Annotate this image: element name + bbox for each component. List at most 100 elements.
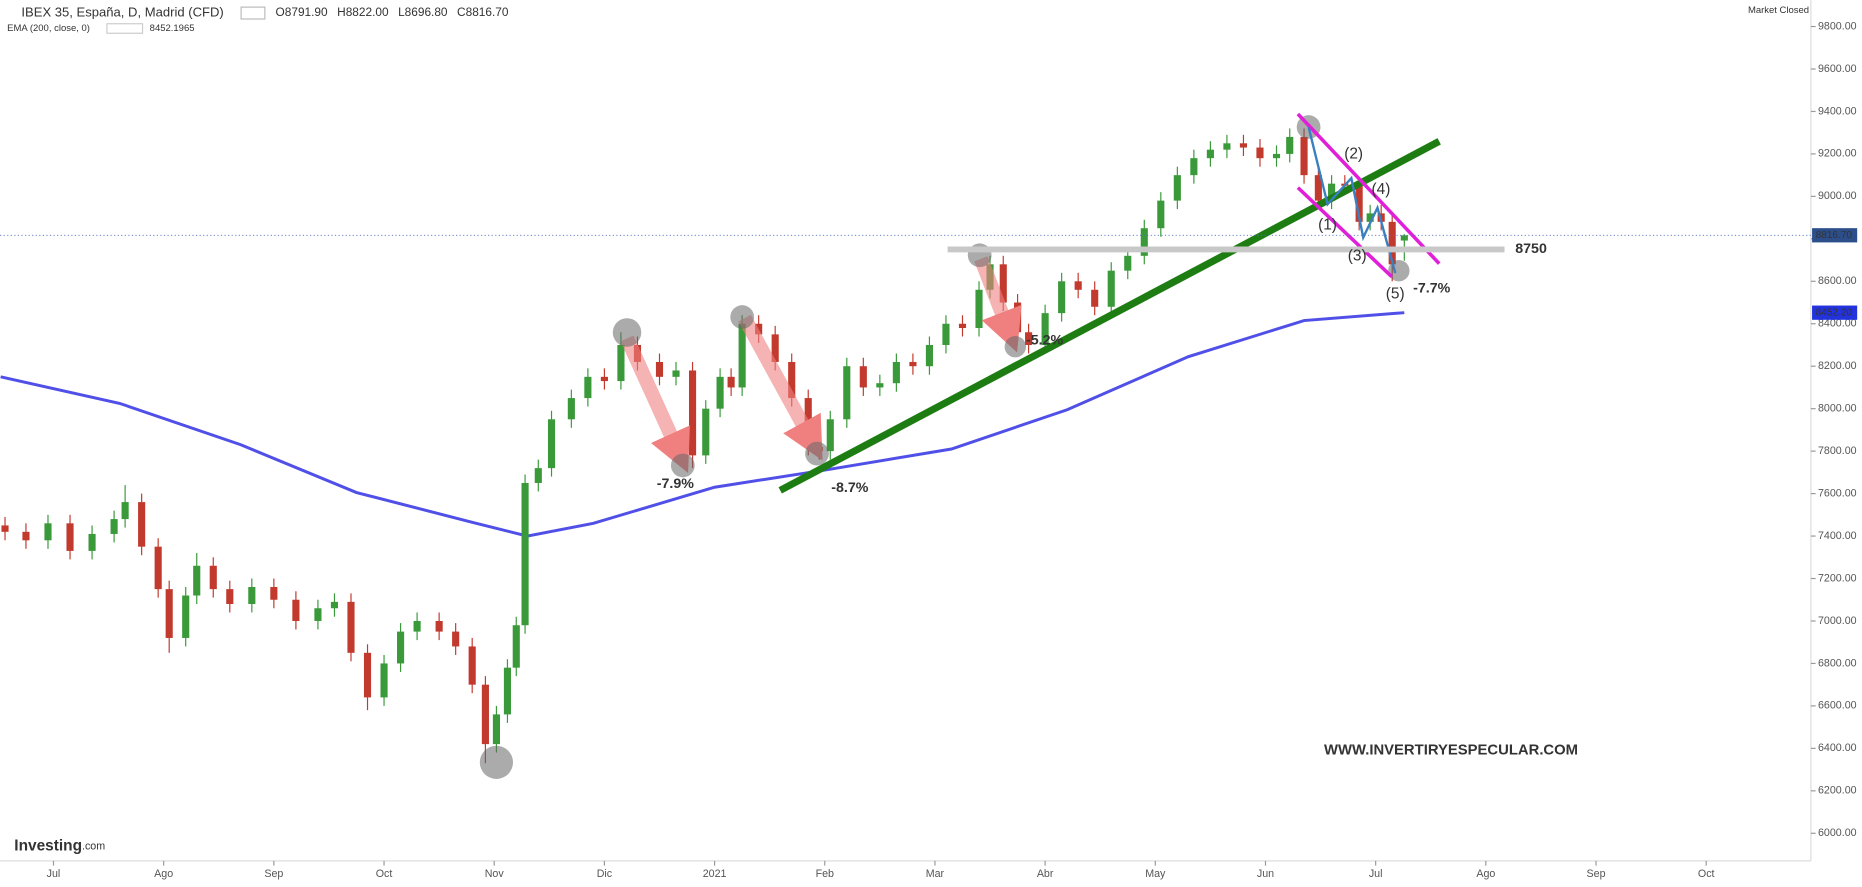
candle-body [1124, 255, 1132, 271]
y-tick-label: 9800.00 [1818, 20, 1857, 32]
candle-body [503, 667, 512, 715]
candle-body [1355, 185, 1363, 222]
candle-body [121, 502, 129, 520]
legend-value: 8452.1965 [150, 23, 195, 34]
drop-arrow [738, 314, 823, 461]
candle-body [1388, 221, 1396, 265]
pivot-circle [730, 305, 755, 329]
candle-body [925, 344, 933, 367]
y-tick-label: 9000.00 [1818, 190, 1857, 202]
candle-body [672, 370, 680, 377]
annotation: (4) [1372, 181, 1391, 198]
x-tick-label: Feb [816, 868, 834, 880]
ema-layer [0, 311, 1405, 538]
candle-body [975, 289, 983, 329]
candle-body [738, 323, 746, 388]
x-tick-label: Dic [597, 868, 613, 880]
candle-body [193, 565, 201, 596]
channel-line [1296, 186, 1393, 278]
candle-body [1173, 175, 1181, 201]
candle-body [876, 383, 884, 388]
pivot-circle [1004, 336, 1026, 358]
candle-body [1, 525, 9, 532]
candle-body [88, 533, 96, 551]
y-tick-label: 8400.00 [1818, 318, 1857, 330]
x-tick-label: Oct [376, 868, 393, 880]
candle-body [892, 361, 900, 384]
candle-body [481, 684, 489, 745]
candle-body [1272, 153, 1281, 159]
candle-body [826, 419, 834, 452]
x-tick-label: 2021 [703, 868, 727, 880]
candle-body [1091, 289, 1099, 307]
candle-body [1286, 136, 1294, 154]
annotation: -8.7% [831, 480, 869, 496]
y-tick-label: 8600.00 [1818, 275, 1857, 287]
legend-icons [106, 23, 144, 34]
ema-price-label: 8452.20 [1816, 307, 1853, 318]
candle-body [1041, 313, 1049, 345]
ohlc-value: L8696.80 [398, 5, 448, 19]
y-tick-label: 9400.00 [1818, 105, 1857, 117]
candle-body [512, 625, 520, 668]
last-price-label: 8816.70 [1816, 230, 1853, 241]
candle-body [270, 587, 278, 600]
candle-body [435, 620, 443, 632]
y-tick-label: 8200.00 [1818, 360, 1857, 372]
candle-body [702, 408, 710, 456]
y-tick-label: 6200.00 [1818, 785, 1857, 797]
candle-body [600, 376, 608, 382]
channel-line [1296, 112, 1441, 265]
candle-body [110, 519, 118, 534]
y-tick-label: 7600.00 [1818, 487, 1857, 499]
pivot-circle [670, 453, 695, 478]
y-tick-label: 6000.00 [1818, 827, 1857, 839]
candle-body [1157, 200, 1165, 229]
pivot-circle [479, 745, 514, 779]
x-tick-label: Mar [926, 868, 945, 880]
candle-body [22, 531, 30, 541]
ema-price-box [1812, 305, 1858, 320]
x-tick-label: Ago [1476, 868, 1495, 880]
y-tick-label: 6600.00 [1818, 700, 1857, 712]
x-tick-label: Nov [485, 868, 505, 880]
y-tick-label: 7200.00 [1818, 572, 1857, 584]
candle-body [1140, 228, 1148, 256]
candle-body [771, 334, 779, 362]
candle-body [165, 589, 173, 638]
logo: Investing.com [14, 838, 105, 855]
annotation: (3) [1348, 248, 1367, 265]
x-tick-label: Oct [1698, 868, 1715, 880]
candle-body [617, 344, 625, 382]
candle-body [138, 502, 146, 547]
y-tick-label: 6800.00 [1818, 657, 1857, 669]
candle-body [688, 370, 697, 456]
candle-body [380, 663, 388, 698]
candle-body [958, 323, 967, 329]
candle-body [584, 376, 592, 399]
candle-body [1328, 183, 1336, 201]
candle-body [1300, 136, 1308, 176]
candle-body [314, 608, 322, 621]
x-tick-label: Jun [1257, 868, 1274, 880]
candle-body [727, 376, 735, 388]
ohlc-value: H8822.00 [337, 5, 389, 19]
candle-body [999, 264, 1007, 303]
candle-body [44, 523, 52, 541]
trend-line [778, 138, 1441, 494]
candle-body [1058, 281, 1066, 314]
annotation: (1) [1318, 217, 1337, 234]
y-tick-label: 7800.00 [1818, 445, 1857, 457]
annotation: -7.9% [657, 476, 695, 492]
candle-body [1025, 332, 1033, 345]
pivot-circle [612, 318, 642, 347]
candle-body [1074, 281, 1082, 290]
candle-body [655, 361, 664, 377]
ohlc-value: O8791.90 [276, 5, 328, 19]
candle-body [248, 587, 256, 604]
y-tick-label: 8000.00 [1818, 403, 1857, 415]
ema-line [0, 311, 1405, 538]
axes-layer: O8791.90 H8822.00 L8696.80 C8816.70 EMA (200… [7, 5, 1858, 880]
